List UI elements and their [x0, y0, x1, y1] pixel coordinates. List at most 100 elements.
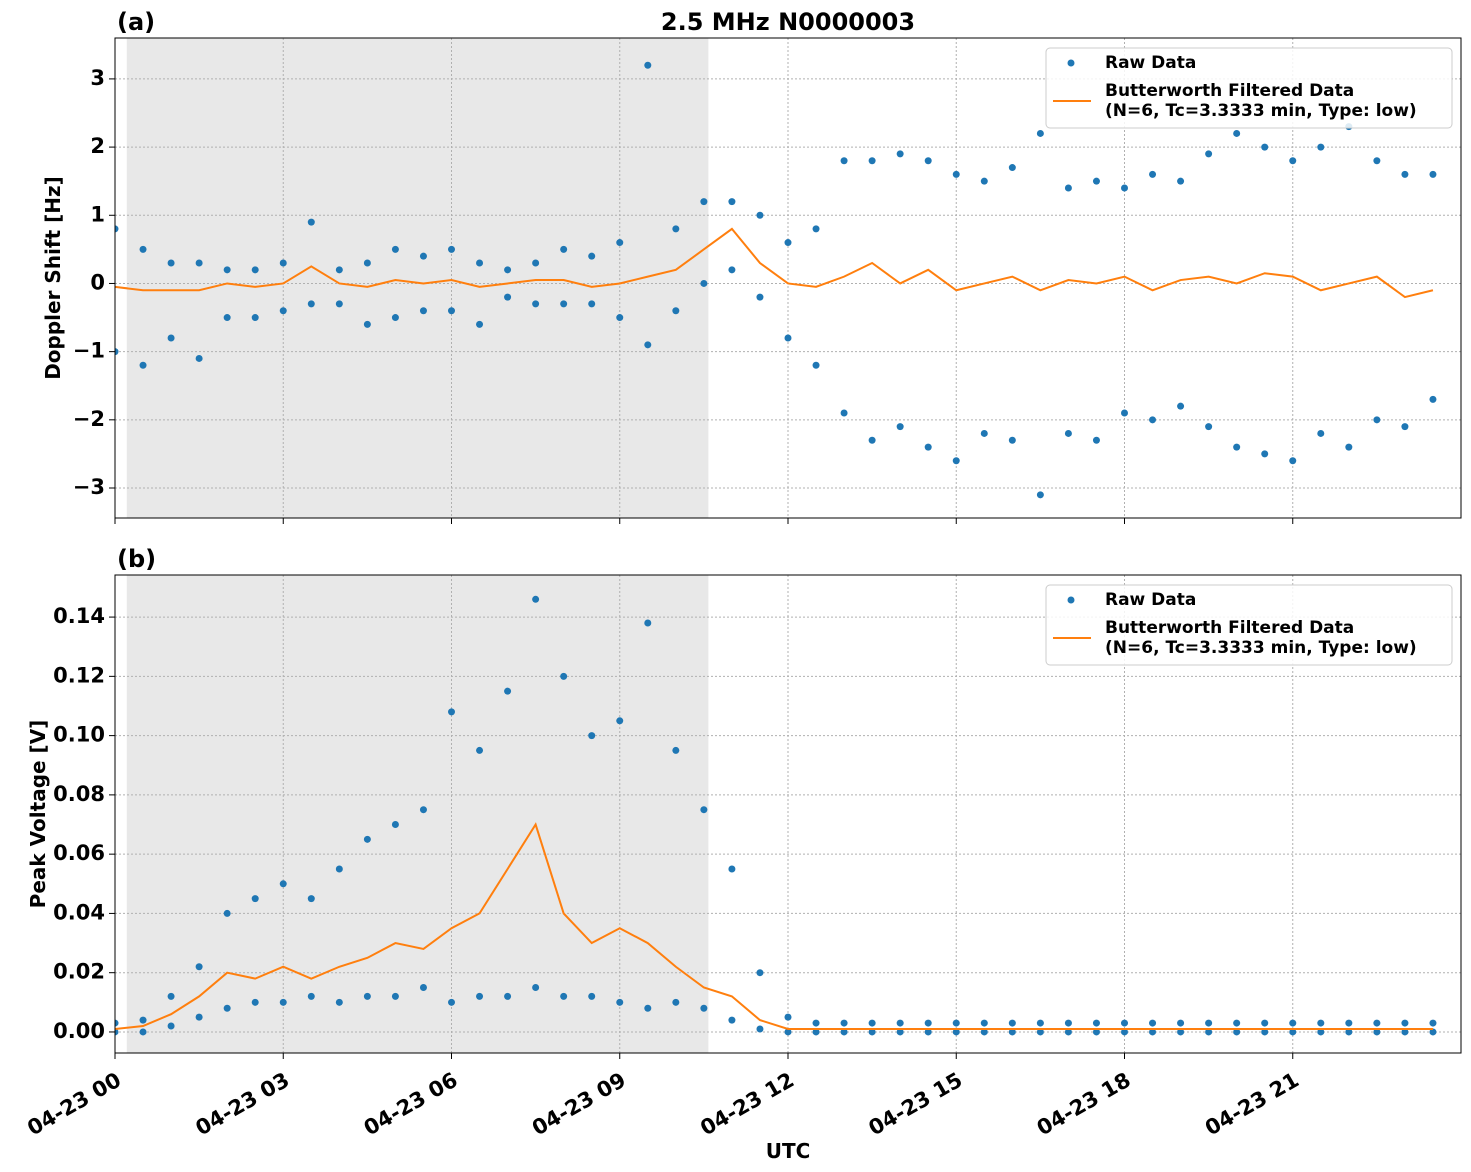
raw-point	[1261, 450, 1269, 458]
raw-point	[980, 1028, 988, 1036]
y-axis-label: Doppler Shift [Hz]	[41, 176, 65, 380]
x-tick-label: 04-23 15	[865, 1068, 967, 1141]
raw-point	[251, 266, 259, 274]
raw-point	[840, 1028, 848, 1036]
raw-point	[1149, 416, 1157, 424]
x-axis-label: UTC	[766, 1139, 811, 1163]
raw-point	[952, 457, 960, 465]
raw-point	[1233, 129, 1241, 137]
raw-point	[115, 1019, 119, 1027]
raw-point	[1121, 184, 1128, 192]
raw-point	[448, 998, 455, 1006]
raw-point	[419, 984, 427, 992]
raw-point	[1317, 1028, 1325, 1036]
panel-label: (b)	[117, 545, 156, 573]
raw-point	[1373, 416, 1381, 424]
raw-point	[672, 225, 680, 233]
raw-point	[1429, 395, 1437, 403]
raw-point	[1373, 1028, 1381, 1036]
x-tick-label: 04-23 06	[360, 1068, 462, 1141]
raw-point	[419, 307, 427, 315]
raw-point	[980, 177, 988, 185]
raw-point	[167, 259, 175, 267]
raw-point	[700, 806, 708, 814]
raw-point	[588, 732, 596, 740]
raw-point	[1092, 1019, 1100, 1027]
panel-label: (a)	[117, 8, 155, 36]
raw-point	[1036, 129, 1044, 137]
x-tick-label: 04-23 00	[23, 1068, 125, 1141]
raw-point	[1177, 1028, 1185, 1036]
raw-point	[223, 266, 231, 274]
raw-point	[1401, 1028, 1409, 1036]
raw-point	[1092, 436, 1100, 444]
x-tick-label: 04-23 21	[1201, 1068, 1303, 1141]
raw-point	[1345, 443, 1353, 451]
raw-point	[504, 266, 512, 274]
raw-point	[952, 170, 960, 178]
raw-point	[1121, 1019, 1128, 1027]
raw-point	[1149, 1019, 1157, 1027]
raw-point	[728, 266, 736, 274]
y-tick-label: 0.00	[53, 1019, 105, 1043]
raw-point	[1205, 1019, 1213, 1027]
raw-point	[139, 1028, 147, 1036]
raw-point	[588, 992, 596, 1000]
raw-point	[896, 1028, 904, 1036]
raw-point	[1317, 1019, 1325, 1027]
raw-point	[1008, 436, 1016, 444]
raw-point	[644, 61, 652, 69]
raw-point	[812, 1028, 820, 1036]
raw-point	[868, 1028, 876, 1036]
legend-label: Raw Data	[1105, 590, 1196, 610]
y-tick-label: 0.02	[53, 960, 105, 984]
raw-point	[1289, 1028, 1297, 1036]
raw-point	[448, 307, 455, 315]
raw-point	[728, 198, 736, 206]
raw-point	[1429, 1019, 1437, 1027]
raw-point	[223, 314, 231, 322]
raw-point	[532, 300, 540, 308]
raw-point	[1064, 1019, 1072, 1027]
raw-point	[1261, 1028, 1269, 1036]
y-tick-label: 2	[90, 134, 105, 158]
raw-point	[532, 984, 540, 992]
raw-point	[1429, 1028, 1437, 1036]
raw-point	[476, 992, 484, 1000]
raw-point	[307, 895, 315, 903]
y-tick-label: 0.10	[53, 723, 105, 747]
raw-point	[504, 992, 512, 1000]
raw-point	[335, 300, 343, 308]
y-tick-label: 0.12	[53, 663, 105, 687]
raw-point	[1373, 1019, 1381, 1027]
raw-point	[532, 259, 540, 267]
raw-point	[335, 266, 343, 274]
raw-point	[924, 1028, 932, 1036]
raw-point	[812, 225, 820, 233]
x-tick-label: 04-23 03	[192, 1068, 294, 1141]
raw-point	[784, 239, 792, 247]
raw-point	[672, 746, 680, 754]
raw-point	[279, 259, 287, 267]
raw-point	[896, 423, 904, 431]
raw-point	[419, 806, 427, 814]
raw-point	[1064, 1028, 1072, 1036]
raw-point	[476, 746, 484, 754]
y-tick-label: −2	[73, 407, 105, 431]
raw-point	[363, 259, 371, 267]
raw-point	[1289, 157, 1297, 165]
y-tick-label: 0.14	[53, 604, 105, 628]
raw-point	[476, 259, 484, 267]
legend-label: Butterworth Filtered Data (N=6, Tc=3.3333…	[1105, 81, 1417, 121]
raw-point	[115, 348, 119, 356]
raw-point	[756, 1025, 764, 1033]
raw-point	[1008, 164, 1016, 172]
filtered-line	[115, 227, 1434, 299]
raw-point	[504, 293, 512, 301]
raw-point	[1036, 1019, 1044, 1027]
raw-point	[532, 595, 540, 603]
raw-point	[1121, 1028, 1128, 1036]
raw-point	[1064, 429, 1072, 437]
raw-point	[1008, 1028, 1016, 1036]
